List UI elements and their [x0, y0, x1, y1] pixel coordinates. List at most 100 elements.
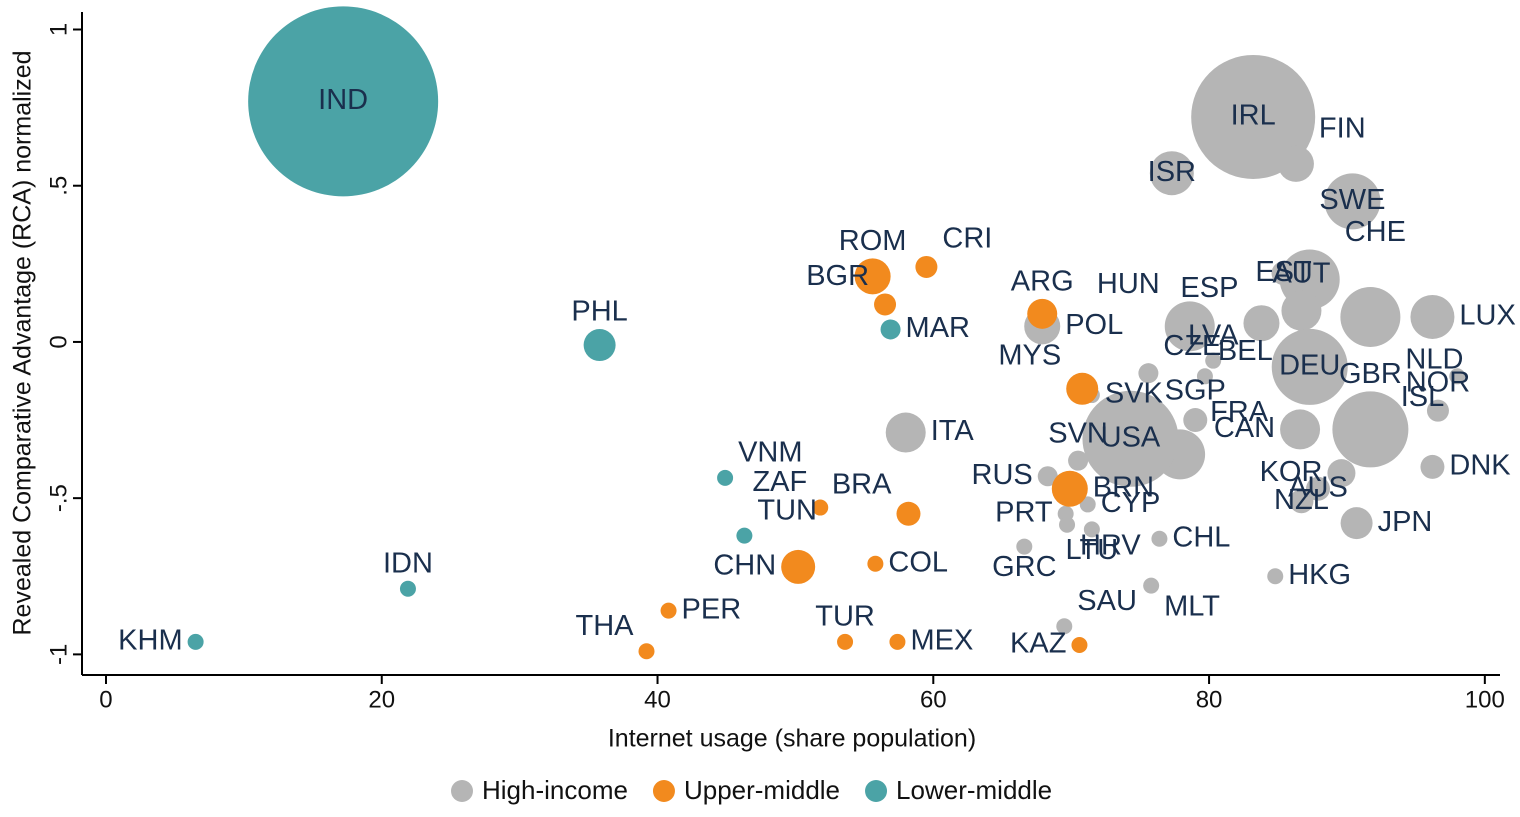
bubble — [1305, 476, 1330, 501]
bubble — [1143, 577, 1160, 594]
bubble — [1324, 173, 1381, 230]
bubble — [1068, 450, 1089, 471]
point-label: NZL — [1274, 484, 1329, 516]
point-label: KOR — [1260, 456, 1323, 488]
point-label: DEU — [1279, 350, 1340, 382]
point-label: IRL — [1231, 100, 1276, 132]
bubble — [1082, 390, 1179, 487]
legend-marker — [652, 780, 675, 802]
x-tick-label: 40 — [644, 686, 671, 713]
point-label: POL — [1065, 309, 1123, 341]
point-label: JPN — [1378, 506, 1433, 538]
point-label: SAU — [1077, 585, 1137, 617]
bubble — [1138, 363, 1159, 384]
point-label: AUT — [1272, 257, 1330, 289]
bubble — [1083, 521, 1100, 538]
legend-marker — [865, 780, 888, 802]
bubble — [1164, 301, 1215, 352]
point-label: HKG — [1288, 559, 1351, 591]
bubble — [1410, 294, 1455, 339]
bubble — [399, 580, 416, 597]
point-label: GRC — [992, 551, 1056, 583]
x-tick-label: 0 — [99, 686, 112, 713]
bubble — [717, 469, 734, 486]
bubble — [1267, 568, 1284, 585]
point-label: DNK — [1449, 450, 1511, 482]
point-label: RUS — [972, 459, 1033, 491]
plot-area — [187, 6, 1466, 660]
point-label: NLD — [1405, 344, 1463, 376]
bubble — [1037, 466, 1058, 487]
bubble — [1277, 145, 1314, 182]
bubble — [1289, 489, 1314, 514]
point-label: ROM — [839, 225, 907, 257]
legend-label: Lower-middle — [896, 775, 1052, 805]
bubble — [1183, 408, 1208, 433]
x-tick-label: 60 — [920, 686, 947, 713]
point-label: AUS — [1288, 471, 1348, 503]
bubble — [1051, 470, 1088, 507]
bubble — [874, 293, 897, 316]
bubble — [660, 602, 677, 619]
point-label: SGP — [1165, 375, 1226, 407]
point-label: IND — [318, 84, 368, 116]
bubble — [1196, 368, 1213, 385]
point-label: COL — [888, 546, 948, 578]
point-label: TUR — [815, 601, 875, 633]
point-label: CZE — [1163, 330, 1221, 362]
point-label: PHL — [571, 296, 627, 328]
point-label: THA — [575, 610, 634, 642]
point-label: FIN — [1319, 113, 1366, 145]
y-tick-label: -1 — [45, 644, 72, 665]
bubble — [837, 633, 854, 650]
point-label: NOR — [1406, 366, 1470, 398]
point-label: CHL — [1172, 521, 1230, 553]
point-label: ARG — [1011, 265, 1074, 297]
bubble — [1281, 290, 1322, 331]
bubble — [896, 501, 921, 526]
legend-marker — [451, 780, 473, 802]
bubble — [187, 633, 204, 650]
point-label: PER — [682, 593, 742, 625]
bubble — [1191, 54, 1316, 179]
point-label: KAZ — [1010, 628, 1066, 660]
bubble — [1280, 409, 1321, 450]
point-label: CRI — [942, 223, 992, 255]
point-label: SWE — [1319, 184, 1385, 216]
x-tick-label: 100 — [1465, 686, 1505, 713]
legend-label: High-income — [482, 775, 628, 805]
y-axis-title: Revealed Comparative Advantage (RCA) nor… — [9, 50, 37, 635]
bubble — [1327, 459, 1356, 488]
point-label: CHN — [713, 550, 776, 582]
bubble — [1059, 516, 1076, 533]
bubble — [1016, 538, 1033, 555]
point-label: EST — [1255, 256, 1312, 288]
point-label: CHE — [1345, 216, 1406, 248]
bubble — [880, 319, 901, 340]
bubble — [812, 499, 829, 516]
bubble — [1426, 399, 1449, 422]
legend: High-income Upper-middle Lower-middle — [451, 775, 1052, 805]
y-tick-label: .5 — [45, 176, 72, 196]
bubble — [1340, 507, 1373, 540]
bubble — [248, 6, 439, 197]
bubble — [889, 633, 906, 650]
point-label: IDN — [383, 547, 433, 579]
point-label: VNM — [738, 437, 802, 469]
bubble — [1071, 637, 1088, 654]
point-label: PRT — [995, 496, 1053, 528]
point-label: ISL — [1401, 381, 1445, 413]
point-label: BGR — [806, 260, 869, 292]
bubble — [638, 643, 655, 660]
point-label: SVK — [1105, 378, 1164, 410]
point-label: SVN — [1048, 417, 1108, 449]
point-label: ESP — [1180, 272, 1238, 304]
point-label: ITA — [931, 415, 975, 447]
point-label: LTU — [1066, 534, 1119, 566]
x-axis-title: Internet usage (share population) — [608, 725, 976, 753]
x-tick-label: 80 — [1196, 686, 1223, 713]
point-label: CAN — [1214, 412, 1275, 444]
point-label: TUN — [757, 494, 817, 526]
bubble — [1079, 496, 1096, 513]
